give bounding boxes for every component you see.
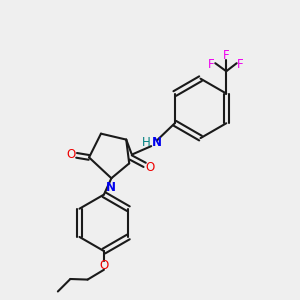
Text: O: O — [99, 259, 109, 272]
Text: F: F — [223, 49, 230, 62]
Text: O: O — [146, 161, 154, 174]
Text: F: F — [237, 58, 244, 71]
Text: N: N — [106, 181, 116, 194]
Text: O: O — [67, 148, 76, 161]
Text: F: F — [208, 58, 214, 71]
Text: H: H — [142, 136, 151, 149]
Text: N: N — [152, 136, 161, 149]
